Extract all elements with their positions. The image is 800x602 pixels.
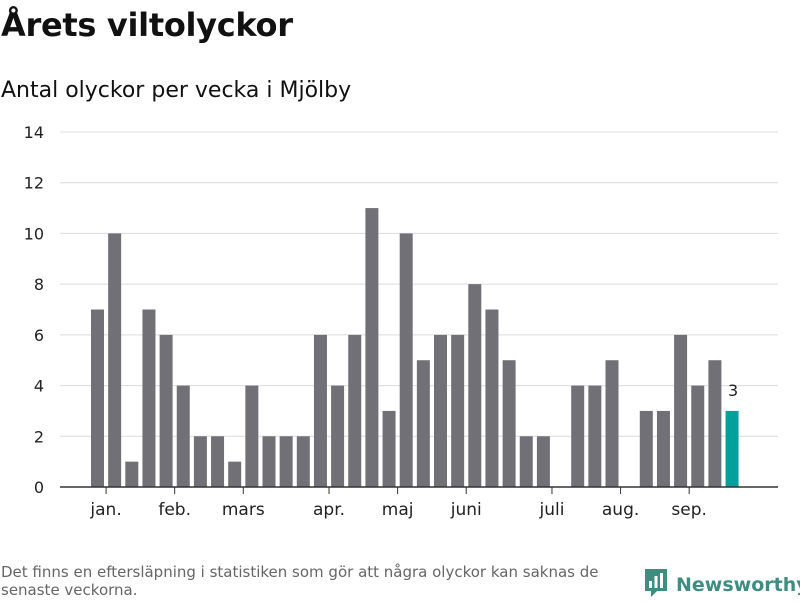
bar [674, 334, 688, 487]
data-label: 3 [728, 381, 738, 400]
y-axis-ticks: 0 2 4 6 8 10 12 14 [24, 123, 44, 497]
bar [399, 233, 413, 487]
x-tick-label: juni [450, 500, 482, 520]
x-tick-label: jan. [89, 500, 121, 520]
bar-chart: 0 2 4 6 8 10 12 14 jan. feb. mars apr. maj juni juli a… [24, 123, 778, 520]
bar [348, 334, 362, 487]
data-labels: 3 [728, 381, 738, 400]
bar [571, 385, 585, 487]
x-axis-ticks: jan. feb. mars apr. maj juni juli aug. sep. [89, 487, 707, 520]
y-tick-label: 14 [24, 123, 44, 142]
bar [193, 436, 207, 487]
footnote: Det finns en eftersläpning i statistiken… [1, 563, 599, 599]
bar [382, 410, 396, 487]
x-tick-label: maj [382, 500, 414, 520]
bar [279, 436, 293, 487]
bar [125, 461, 139, 487]
bar [468, 284, 482, 487]
y-tick-label: 4 [34, 377, 44, 396]
bar [159, 334, 173, 487]
bar [262, 436, 276, 487]
bar [331, 385, 345, 487]
y-tick-label: 10 [24, 224, 44, 243]
bar [313, 334, 327, 487]
bar [639, 410, 653, 487]
bar [656, 410, 670, 487]
bar [725, 410, 739, 487]
bar [142, 309, 156, 487]
newsworthy-logo[interactable]: Newsworthy [644, 568, 800, 602]
bar [502, 360, 516, 487]
bar [176, 385, 190, 487]
x-tick-label: feb. [158, 500, 191, 520]
y-tick-label: 8 [34, 275, 44, 294]
chart-subtitle: Antal olyckor per vecka i Mjölby [1, 78, 352, 103]
brand-name: Newsworthy [676, 574, 800, 596]
bar [588, 385, 602, 487]
bar [451, 334, 465, 487]
bar [485, 309, 499, 487]
bar [691, 385, 705, 487]
x-tick-label: mars [222, 500, 265, 520]
x-tick-label: apr. [313, 500, 345, 520]
y-tick-label: 2 [34, 427, 44, 446]
x-tick-label: aug. [602, 500, 639, 520]
x-tick-label: juli [538, 500, 564, 520]
bar [296, 436, 310, 487]
y-tick-label: 12 [24, 174, 44, 193]
bar [536, 436, 550, 487]
bar [605, 360, 619, 487]
bar [228, 461, 242, 487]
bar [519, 436, 533, 487]
bar [245, 385, 259, 487]
chart-logo-icon [644, 568, 668, 602]
y-tick-label: 0 [34, 478, 44, 497]
y-tick-label: 6 [34, 326, 44, 345]
chart-title: Årets viltolyckor [1, 6, 293, 44]
bar [434, 334, 447, 487]
bar [108, 233, 122, 487]
bar [708, 360, 722, 487]
bar [365, 208, 379, 488]
x-tick-label: sep. [671, 500, 707, 520]
bar [211, 436, 225, 487]
bar [416, 360, 430, 487]
bar [91, 309, 104, 487]
bars [91, 208, 739, 488]
